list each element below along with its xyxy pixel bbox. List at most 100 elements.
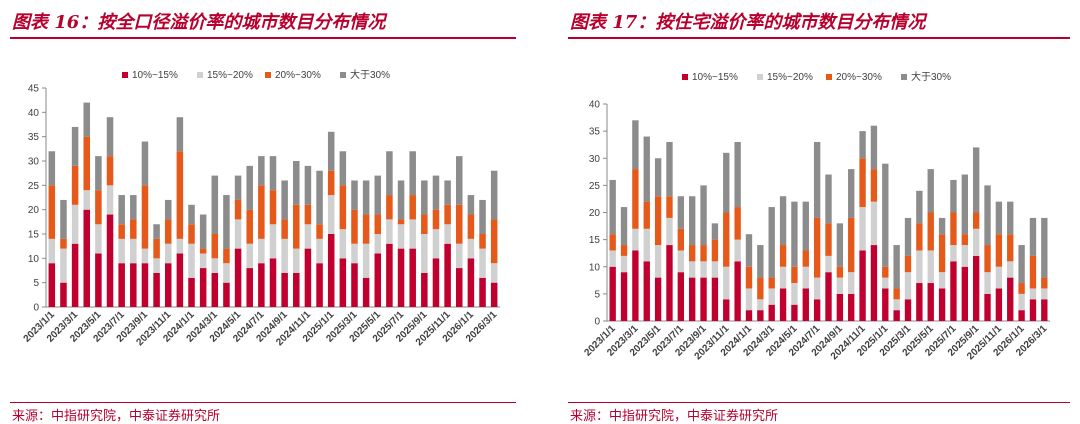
bar-segment (700, 245, 707, 262)
bar-segment (870, 245, 878, 321)
bar-segment (421, 234, 428, 273)
bar-segment (643, 228, 650, 262)
bar-segment (164, 219, 172, 244)
bar-segment (199, 214, 207, 249)
bar-segment (339, 151, 347, 186)
bar-segment (757, 299, 764, 311)
bar-segment (768, 304, 775, 321)
bar-segment (130, 195, 137, 220)
bar-segment (745, 266, 753, 289)
bar-segment (1018, 283, 1025, 294)
bar-segment (258, 185, 265, 239)
bar-segment (984, 272, 991, 294)
bar-segment (745, 310, 753, 321)
bar-segment (859, 250, 866, 321)
bar-segment (916, 223, 923, 251)
chart-panel-17: 图表 17：按住宅溢价率的城市数目分布情况 10%~15% 15%~20% 20%~… (558, 0, 1080, 424)
bar-segment (293, 248, 300, 273)
bar-segment (95, 253, 102, 307)
bar-segment (882, 163, 889, 267)
bar-segment (269, 258, 277, 307)
bar-segment (768, 288, 775, 305)
bar-segment (643, 136, 650, 202)
bar-segment (689, 261, 696, 278)
bar-segment (164, 263, 172, 307)
bar-segment (386, 195, 393, 220)
bar-segment (211, 272, 219, 307)
bar-segment (176, 117, 184, 152)
bar-segment (246, 209, 253, 244)
bar-segment (141, 141, 149, 186)
bar-segment (848, 293, 855, 321)
bar-segment (734, 261, 741, 321)
title-divider-17 (568, 37, 1070, 39)
bar-segment (938, 288, 946, 321)
bar-segment (938, 234, 946, 273)
bar-segment (362, 277, 370, 307)
bar-segment (293, 204, 300, 249)
bar-segment (620, 255, 628, 273)
bar-segment (223, 248, 230, 264)
bar-segment (211, 175, 219, 234)
bar-segment (409, 195, 416, 220)
legend-swatch (757, 74, 763, 80)
bar-segment (118, 263, 125, 307)
bar-segment (757, 245, 764, 278)
bar-segment (723, 299, 730, 321)
bar-segment (632, 169, 639, 229)
bar-segment (1007, 234, 1014, 262)
stacked-bar-chart-16: 10%~15% 15%~20% 20%~30% 大于30% 0 5 10 15 20 25 30 35… (22, 68, 500, 348)
bar-segment (211, 234, 219, 259)
bar-segment (950, 245, 957, 262)
bar-segment (293, 272, 300, 307)
y-tick-label: 30 (28, 157, 40, 168)
bar-segment (258, 238, 265, 264)
bar-segment (609, 179, 616, 235)
bar-segment (246, 268, 253, 307)
bar-segment (677, 228, 685, 251)
bar-segment (836, 293, 844, 321)
bar-segment (1041, 217, 1048, 278)
bar-segment (339, 258, 347, 307)
bar-segment (643, 261, 650, 321)
bar-segment (106, 214, 114, 307)
bar-segment (351, 263, 358, 307)
y-tick-label: 35 (28, 132, 40, 143)
bar-segment (106, 117, 114, 157)
bar-segment (632, 120, 639, 170)
bar-segment (768, 277, 775, 289)
bar-segment (1007, 277, 1014, 321)
bar-segment (882, 266, 889, 278)
source-divider-17 (568, 402, 1070, 403)
y-tick-label: 5 (594, 289, 600, 300)
bar-segment (677, 250, 685, 273)
bar-segment (293, 161, 300, 205)
bar-segment (234, 175, 242, 200)
bar-segment (779, 196, 787, 246)
bar-segment (444, 180, 451, 205)
bar-segment (1029, 299, 1037, 321)
bar-segment (455, 204, 463, 244)
bar-segment (479, 277, 486, 307)
bar-segment (620, 245, 628, 256)
bar-segment (176, 253, 184, 307)
bar-segment (106, 156, 114, 186)
bar-segment (654, 277, 662, 321)
bar-segment (327, 234, 335, 307)
bar-segment (666, 196, 673, 218)
bar-segment (153, 224, 160, 239)
bar-segment (848, 217, 855, 273)
bar-segment (199, 248, 207, 254)
bar-segment (654, 196, 662, 246)
bar-segment (1029, 217, 1037, 256)
bar-segment (48, 263, 56, 307)
bar-segment (825, 223, 832, 256)
legend-swatch (122, 72, 128, 78)
y-tick-label: 35 (589, 127, 601, 138)
bar-segment (199, 253, 207, 269)
bar-segment (223, 263, 230, 283)
bar-segment (723, 152, 730, 213)
y-tick-label: 0 (33, 303, 39, 314)
bar-segment (779, 288, 787, 321)
legend-swatch (826, 74, 832, 80)
